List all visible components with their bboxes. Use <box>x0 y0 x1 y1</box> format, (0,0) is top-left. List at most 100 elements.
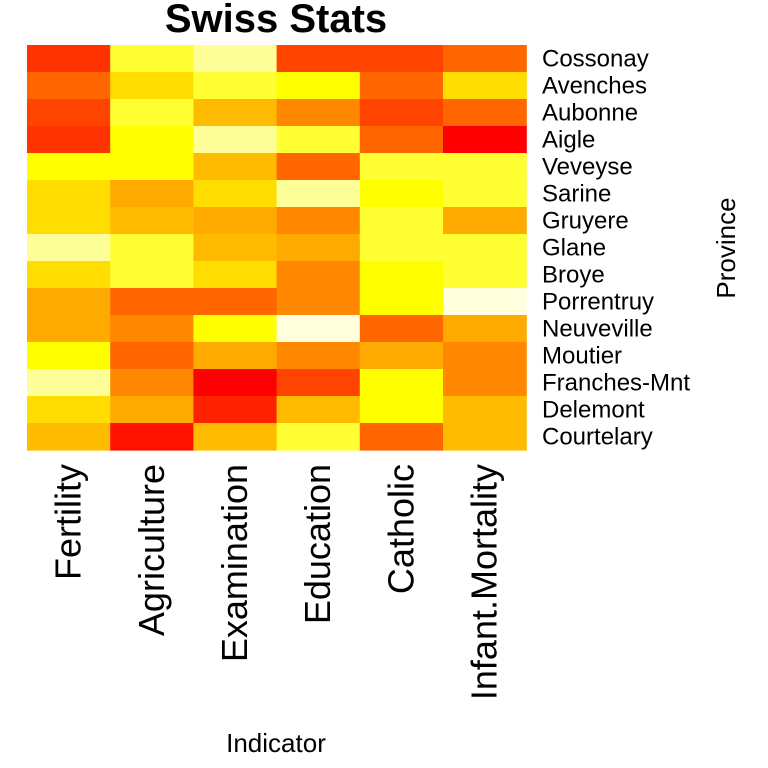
heatmap-cell <box>193 45 278 73</box>
heatmap-cell <box>27 423 111 451</box>
column-label: Education <box>297 464 338 624</box>
heatmap-cell <box>443 315 527 343</box>
heatmap-cell <box>276 288 361 316</box>
heatmap-cell <box>110 180 194 208</box>
row-label: Aubonne <box>542 100 638 127</box>
heatmap-cell <box>443 126 527 154</box>
x-axis-label: Indicator <box>226 728 326 758</box>
heatmap-cell <box>443 288 527 316</box>
heatmap-cell <box>359 180 444 208</box>
heatmap-cell <box>359 315 444 343</box>
heatmap-cell <box>359 234 444 262</box>
heatmap-cell <box>193 369 278 397</box>
heatmap-cell <box>110 72 194 100</box>
heatmap-cell <box>193 180 278 208</box>
heatmap-cell <box>193 396 278 424</box>
heatmap-cell <box>193 423 278 451</box>
heatmap-cell <box>27 207 111 235</box>
row-labels: CossonayAvenchesAubonneAigleVeveyseSarin… <box>542 46 690 451</box>
heatmap-cell <box>443 153 527 181</box>
heatmap-cell <box>276 153 361 181</box>
row-label: Aigle <box>542 127 595 154</box>
heatmap-cell <box>193 153 278 181</box>
heatmap-cell <box>276 396 361 424</box>
heatmap-cell <box>443 234 527 262</box>
heatmap-cell <box>359 369 444 397</box>
heatmap-cell <box>276 234 361 262</box>
row-label: Broye <box>542 262 605 289</box>
heatmap-cell <box>359 396 444 424</box>
heatmap-cell <box>27 180 111 208</box>
heatmap-cell <box>276 99 361 127</box>
heatmap-cell <box>276 261 361 289</box>
heatmap-cell <box>110 126 194 154</box>
heatmap-cell <box>443 342 527 370</box>
row-label: Moutier <box>542 343 622 370</box>
heatmap-cell <box>443 423 527 451</box>
heatmap-cell <box>27 234 111 262</box>
heatmap-cell <box>193 126 278 154</box>
heatmap-cell <box>27 261 111 289</box>
heatmap-cell <box>27 315 111 343</box>
column-label: Infant.Mortality <box>464 464 505 700</box>
heatmap-cell <box>110 207 194 235</box>
heatmap-cell <box>359 126 444 154</box>
column-labels: Fertility Agriculture Examination Education… <box>48 464 505 700</box>
heatmap-cell <box>443 369 527 397</box>
heatmap-cell <box>443 396 527 424</box>
heatmap-cell <box>359 99 444 127</box>
heatmap-cell <box>27 153 111 181</box>
heatmap-cell <box>27 72 111 100</box>
heatmap-cell <box>359 261 444 289</box>
heatmap-cells <box>27 45 527 451</box>
row-label: Neuveville <box>542 316 653 343</box>
heatmap-cell <box>193 99 278 127</box>
heatmap-cell <box>27 126 111 154</box>
heatmap-cell <box>110 315 194 343</box>
row-label: Sarine <box>542 181 611 208</box>
heatmap-cell <box>193 234 278 262</box>
heatmap-cell <box>110 45 194 73</box>
heatmap-cell <box>27 369 111 397</box>
heatmap-cell <box>110 342 194 370</box>
heatmap-cell <box>27 396 111 424</box>
heatmap-cell <box>193 315 278 343</box>
heatmap-cell <box>110 288 194 316</box>
heatmap-cell <box>110 234 194 262</box>
heatmap-cell <box>276 342 361 370</box>
row-label: Franches-Mnt <box>542 370 690 397</box>
heatmap-cell <box>276 369 361 397</box>
heatmap-cell <box>443 207 527 235</box>
heatmap-cell <box>193 342 278 370</box>
heatmap-cell <box>27 288 111 316</box>
heatmap-cell <box>193 261 278 289</box>
column-label: Agriculture <box>131 464 172 636</box>
heatmap-cell <box>110 99 194 127</box>
heatmap-cell <box>443 72 527 100</box>
heatmap-cell <box>110 396 194 424</box>
heatmap-cell <box>359 342 444 370</box>
heatmap-cell <box>110 153 194 181</box>
row-label: Glane <box>542 235 606 262</box>
heatmap-cell <box>193 72 278 100</box>
heatmap-cell <box>193 207 278 235</box>
heatmap-cell <box>193 288 278 316</box>
row-label: Cossonay <box>542 46 649 73</box>
heatmap-cell <box>276 72 361 100</box>
heatmap-cell <box>443 99 527 127</box>
heatmap-cell <box>276 207 361 235</box>
heatmap-cell <box>110 369 194 397</box>
heatmap-cell <box>443 45 527 73</box>
row-label: Veveyse <box>542 154 633 181</box>
heatmap-cell <box>359 153 444 181</box>
heatmap-cell <box>443 180 527 208</box>
heatmap-cell <box>27 99 111 127</box>
heatmap-cell <box>276 315 361 343</box>
row-label: Porrentruy <box>542 289 654 316</box>
heatmap-cell <box>276 180 361 208</box>
heatmap-cell <box>110 261 194 289</box>
column-label: Catholic <box>380 464 421 594</box>
heatmap-cell <box>110 423 194 451</box>
heatmap-cell <box>27 342 111 370</box>
